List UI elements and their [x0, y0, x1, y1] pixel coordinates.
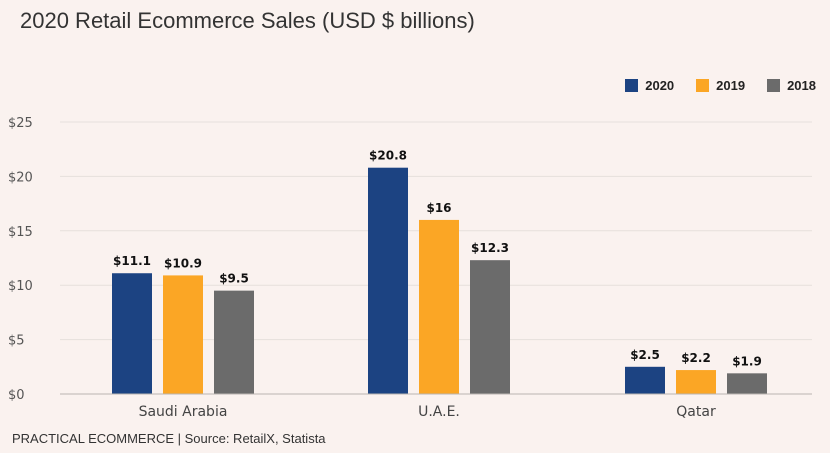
data-label: $11.1 — [113, 254, 151, 268]
bar-2020-qatar[interactable] — [625, 366, 665, 394]
legend-item-2019[interactable]: 2019 — [696, 78, 745, 93]
legend-label-2019: 2019 — [716, 78, 746, 93]
bar-2020-saudi-arabia[interactable] — [112, 273, 152, 394]
bar-2019-u-a-e-[interactable] — [419, 219, 459, 394]
data-label: $9.5 — [219, 272, 249, 286]
bar-2018-saudi-arabia[interactable] — [214, 290, 254, 394]
legend-swatch-2020 — [625, 79, 639, 92]
x-axis-categories: Saudi Arabia U.A.E. Qatar — [139, 404, 716, 420]
data-label: $10.9 — [164, 256, 202, 270]
bar-2020-u-a-e-[interactable] — [368, 167, 408, 394]
y-tick-label: $20 — [8, 170, 33, 185]
data-labels: $11.1 $10.9 $9.5 $20.8 $16 $12.3 $2.5 $2.2 $1.9 — [113, 149, 762, 369]
legend-swatch-2018 — [767, 79, 781, 92]
x-category-label: Saudi Arabia — [139, 404, 228, 420]
bar-2019-saudi-arabia[interactable] — [163, 275, 203, 394]
legend-swatch-2019 — [696, 79, 710, 92]
legend-label-2020: 2020 — [645, 78, 675, 93]
y-tick-label: $0 — [8, 388, 25, 403]
data-label: $2.2 — [681, 351, 711, 365]
chart-title: 2020 Retail Ecommerce Sales (USD $ billi… — [20, 8, 475, 33]
bar-2019-qatar[interactable] — [676, 370, 716, 394]
source-footer: PRACTICAL ECOMMERCE | Source: RetailX, S… — [12, 431, 326, 446]
bars — [112, 167, 767, 394]
x-category-label: U.A.E. — [418, 404, 460, 420]
data-label: $1.9 — [732, 354, 762, 368]
y-axis-ticks: $0 $5 $10 $15 $20 $25 — [8, 116, 33, 403]
data-label: $16 — [426, 201, 451, 215]
legend-label-2018: 2018 — [787, 78, 816, 93]
y-tick-label: $10 — [8, 279, 33, 294]
x-category-label: Qatar — [676, 404, 716, 420]
data-label: $2.5 — [630, 348, 660, 362]
legend: 2020 2019 2018 — [625, 78, 816, 93]
data-label: $12.3 — [471, 241, 509, 255]
legend-item-2020[interactable]: 2020 — [625, 78, 674, 93]
y-tick-label: $25 — [8, 116, 33, 131]
legend-item-2018[interactable]: 2018 — [767, 78, 816, 93]
data-label: $20.8 — [369, 149, 407, 163]
bar-2018-u-a-e-[interactable] — [470, 260, 510, 394]
y-tick-label: $15 — [8, 225, 33, 240]
y-tick-label: $5 — [8, 334, 25, 349]
bar-2018-qatar[interactable] — [727, 373, 767, 394]
